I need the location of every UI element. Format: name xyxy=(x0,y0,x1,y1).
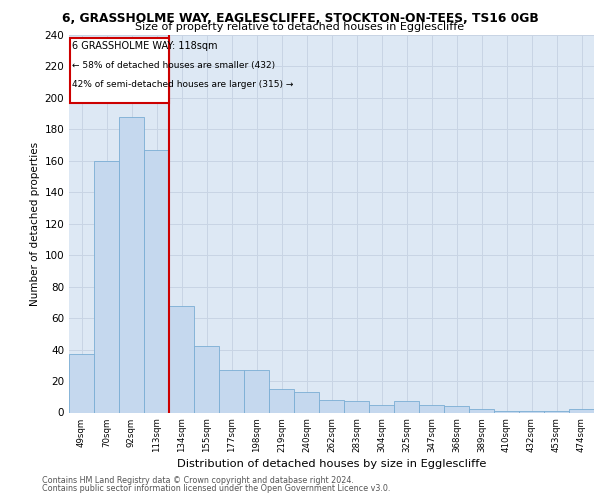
Text: ← 58% of detached houses are smaller (432): ← 58% of detached houses are smaller (43… xyxy=(73,61,275,70)
Bar xyxy=(294,392,319,412)
Bar xyxy=(244,370,269,412)
Text: 6, GRASSHOLME WAY, EAGLESCLIFFE, STOCKTON-ON-TEES, TS16 0GB: 6, GRASSHOLME WAY, EAGLESCLIFFE, STOCKTO… xyxy=(62,12,538,26)
Text: Size of property relative to detached houses in Egglescliffe: Size of property relative to detached ho… xyxy=(136,22,464,32)
Bar xyxy=(569,410,594,412)
Bar xyxy=(369,404,394,412)
Bar xyxy=(219,370,244,412)
Bar xyxy=(394,402,419,412)
Bar xyxy=(169,306,194,412)
Y-axis label: Number of detached properties: Number of detached properties xyxy=(30,142,40,306)
Bar xyxy=(419,404,444,412)
Bar xyxy=(144,150,169,412)
Bar xyxy=(94,161,119,412)
Bar xyxy=(519,411,544,412)
X-axis label: Distribution of detached houses by size in Egglescliffe: Distribution of detached houses by size … xyxy=(177,459,486,469)
Bar xyxy=(494,411,519,412)
Bar xyxy=(319,400,344,412)
Bar xyxy=(69,354,94,412)
Bar xyxy=(194,346,219,412)
FancyBboxPatch shape xyxy=(70,38,169,102)
Text: 42% of semi-detached houses are larger (315) →: 42% of semi-detached houses are larger (… xyxy=(73,80,294,90)
Text: Contains HM Land Registry data © Crown copyright and database right 2024.: Contains HM Land Registry data © Crown c… xyxy=(42,476,354,485)
Bar xyxy=(344,402,369,412)
Bar xyxy=(544,411,569,412)
Bar xyxy=(469,410,494,412)
Bar xyxy=(269,389,294,412)
Text: Contains public sector information licensed under the Open Government Licence v3: Contains public sector information licen… xyxy=(42,484,391,493)
Text: 6 GRASSHOLME WAY: 118sqm: 6 GRASSHOLME WAY: 118sqm xyxy=(73,42,218,51)
Bar xyxy=(119,117,144,412)
Bar xyxy=(444,406,469,412)
